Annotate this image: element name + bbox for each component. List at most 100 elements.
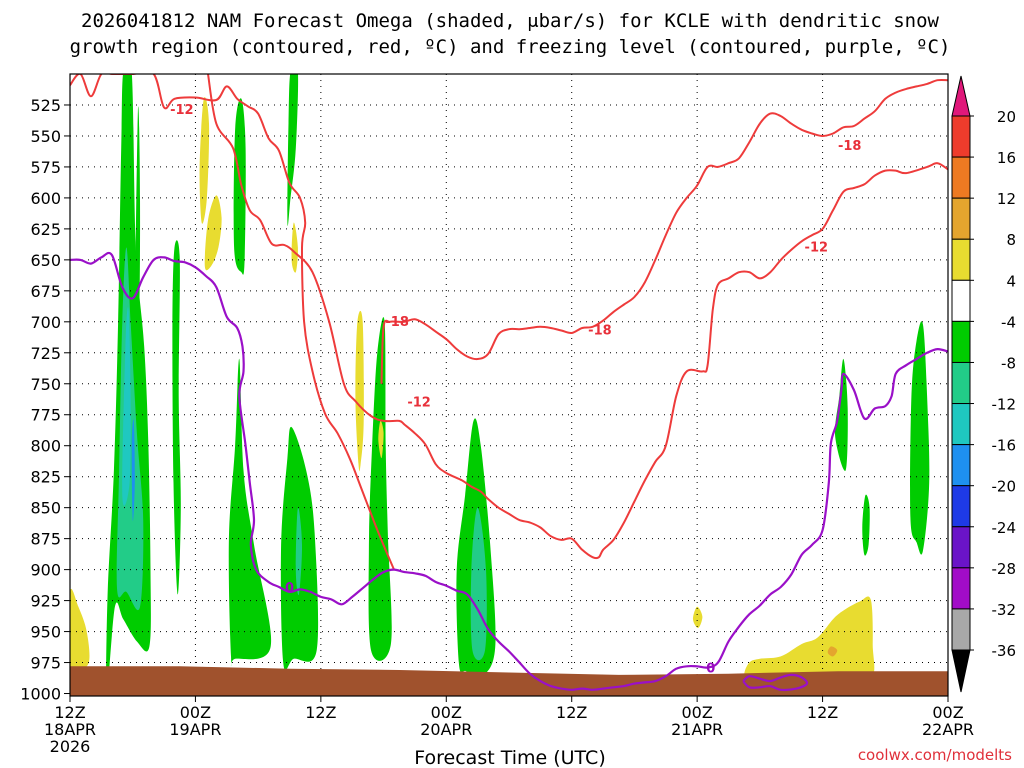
y-tick-label-575: 575	[30, 158, 61, 177]
colorbar-label-0: 20	[997, 108, 1016, 126]
y-tick-label-650: 650	[30, 251, 61, 270]
omega-area-5	[172, 240, 181, 595]
colorbar-label-11: -28	[992, 560, 1017, 578]
colorbar-label-10: -24	[992, 519, 1017, 537]
y-tick-label-1000: 1000	[20, 685, 61, 704]
y-tick-label-600: 600	[30, 189, 61, 208]
colorbar-box-1	[951, 115, 971, 158]
y-tick-label-925: 925	[30, 592, 61, 611]
omega-area-8	[287, 74, 299, 226]
x-tick-label-48-0: 12Z	[556, 703, 587, 722]
y-tick-label-550: 550	[30, 127, 61, 146]
grid-layer	[70, 74, 948, 696]
omega-area-23	[692, 606, 703, 628]
colorbar-label-1: 16	[997, 149, 1016, 167]
colorbar-label-4: 4	[1006, 272, 1016, 290]
contour-label-0: -12	[170, 103, 194, 118]
omega-area-6	[233, 98, 246, 275]
colorbar: 20 16 12 8 4 -4 -8 -12 -16 -20 -24 -28 -32 -36	[951, 75, 1017, 693]
colorbar-box-4	[951, 238, 971, 281]
colorbar-label-13: -36	[992, 642, 1017, 660]
y-tick-label-525: 525	[30, 96, 61, 115]
omega-area-13	[470, 507, 487, 661]
contour-label-4: -18	[588, 323, 612, 338]
x-tick-label-0-0: 12Z	[54, 703, 85, 722]
x-tick-label-36-0: 00Z	[431, 703, 462, 722]
red-contour-0	[70, 74, 395, 570]
x-tick-label-0-2: 2026	[50, 737, 91, 756]
y-tick-label-875: 875	[30, 530, 61, 549]
omega-area-22	[378, 420, 384, 459]
omega-area-16	[910, 321, 930, 555]
colorbar-label-8: -16	[992, 437, 1017, 455]
terrain-fill	[70, 666, 948, 696]
y-tick-label-750: 750	[30, 375, 61, 394]
colorbar-box-2	[951, 156, 971, 199]
x-tick-label-60-1: 21APR	[671, 720, 723, 739]
omega-area-7	[228, 358, 272, 667]
x-tick-label-60-0: 00Z	[681, 703, 712, 722]
terrain-layer	[70, 666, 948, 696]
colorbar-label-7: -12	[992, 396, 1017, 414]
colorbar-bottom-arrow	[951, 649, 971, 693]
chart-title-line1: 2026041812 NAM Forecast Omega (shaded, μ…	[81, 10, 939, 32]
contour-label-5: -12	[407, 395, 431, 410]
x-tick-label-72-0: 12Z	[807, 703, 838, 722]
omega-area-10	[295, 507, 303, 596]
y-tick-label-625: 625	[30, 220, 61, 239]
colorbar-box-7	[951, 361, 971, 405]
y-tick-label-975: 975	[30, 654, 61, 673]
contour-label-1: -18	[838, 139, 862, 154]
contour-label-6: 0	[285, 581, 294, 596]
colorbar-box-6	[951, 320, 971, 363]
y-tick-label-900: 900	[30, 561, 61, 580]
colorbar-label-5: -4	[1001, 313, 1016, 331]
omega-area-3	[131, 419, 135, 522]
y-tick-label-675: 675	[30, 282, 61, 301]
y-tick-label-775: 775	[30, 406, 61, 425]
red-contour-1	[207, 74, 948, 560]
contour-label-3: -18	[385, 315, 409, 330]
x-tick-label-12-0: 00Z	[180, 703, 211, 722]
chart-title-line2: growth region (contoured, red, ºC) and f…	[70, 36, 951, 58]
colorbar-box-13	[951, 608, 971, 651]
colorbar-box-12	[951, 567, 971, 610]
omega-area-14	[834, 358, 848, 472]
colorbar-top-arrow	[951, 75, 971, 117]
x-tick-label-84-0: 00Z	[932, 703, 963, 722]
x-tick-label-36-1: 20APR	[420, 720, 472, 739]
x-tick-label-84-1: 22APR	[922, 720, 974, 739]
omega-area-18	[199, 96, 210, 224]
colorbar-label-12: -32	[992, 601, 1017, 619]
colorbar-label-9: -20	[992, 478, 1017, 496]
contour-label-layer: -12 -18 -12 -18 -18 -12 0 0	[170, 103, 861, 677]
purple-contour-0	[70, 251, 948, 691]
credit-text: coolwx.com/modelts	[858, 746, 1012, 764]
colorbar-box-10	[951, 485, 971, 528]
colorbar-label-6: -8	[1001, 354, 1016, 372]
omega-area-17	[70, 588, 90, 676]
y-tick-label-800: 800	[30, 437, 61, 456]
omega-area-20	[291, 222, 298, 273]
colorbar-box-5	[951, 279, 971, 322]
x-tick-label-12-1: 19APR	[169, 720, 221, 739]
y-tick-label-700: 700	[30, 313, 61, 332]
red-contour-2	[380, 78, 948, 384]
y-tick-label-950: 950	[30, 623, 61, 642]
colorbar-label-2: 12	[997, 190, 1016, 208]
colorbar-label-3: 8	[1006, 231, 1016, 249]
x-axis-label: Forecast Time (UTC)	[414, 747, 605, 768]
colorbar-box-9	[951, 444, 971, 487]
plot-frame	[69, 73, 949, 697]
omega-area-11	[368, 317, 392, 661]
colorbar-box-11	[951, 526, 971, 569]
purple-contour-1	[742, 673, 809, 692]
omega-area-25	[827, 646, 838, 657]
omega-area-24	[744, 596, 875, 687]
colorbar-box-3	[951, 197, 971, 240]
y-tick-label-725: 725	[30, 344, 61, 363]
y-axis: 525 550 575 600 625 650 675 700 725 750 775 800 825 8…	[20, 96, 70, 704]
x-tick-label-24-0: 12Z	[305, 703, 336, 722]
